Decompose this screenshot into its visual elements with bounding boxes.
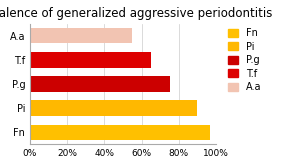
Bar	[30, 100, 197, 116]
Bar	[30, 124, 210, 140]
Bar	[30, 52, 151, 68]
Bar	[30, 76, 170, 92]
Legend: Fn, Pi, P.g, T.f, A.a: Fn, Pi, P.g, T.f, A.a	[228, 28, 261, 92]
Title: Prevalence of generalized aggressive periodontitis: Prevalence of generalized aggressive per…	[0, 7, 273, 20]
Bar	[30, 28, 132, 44]
